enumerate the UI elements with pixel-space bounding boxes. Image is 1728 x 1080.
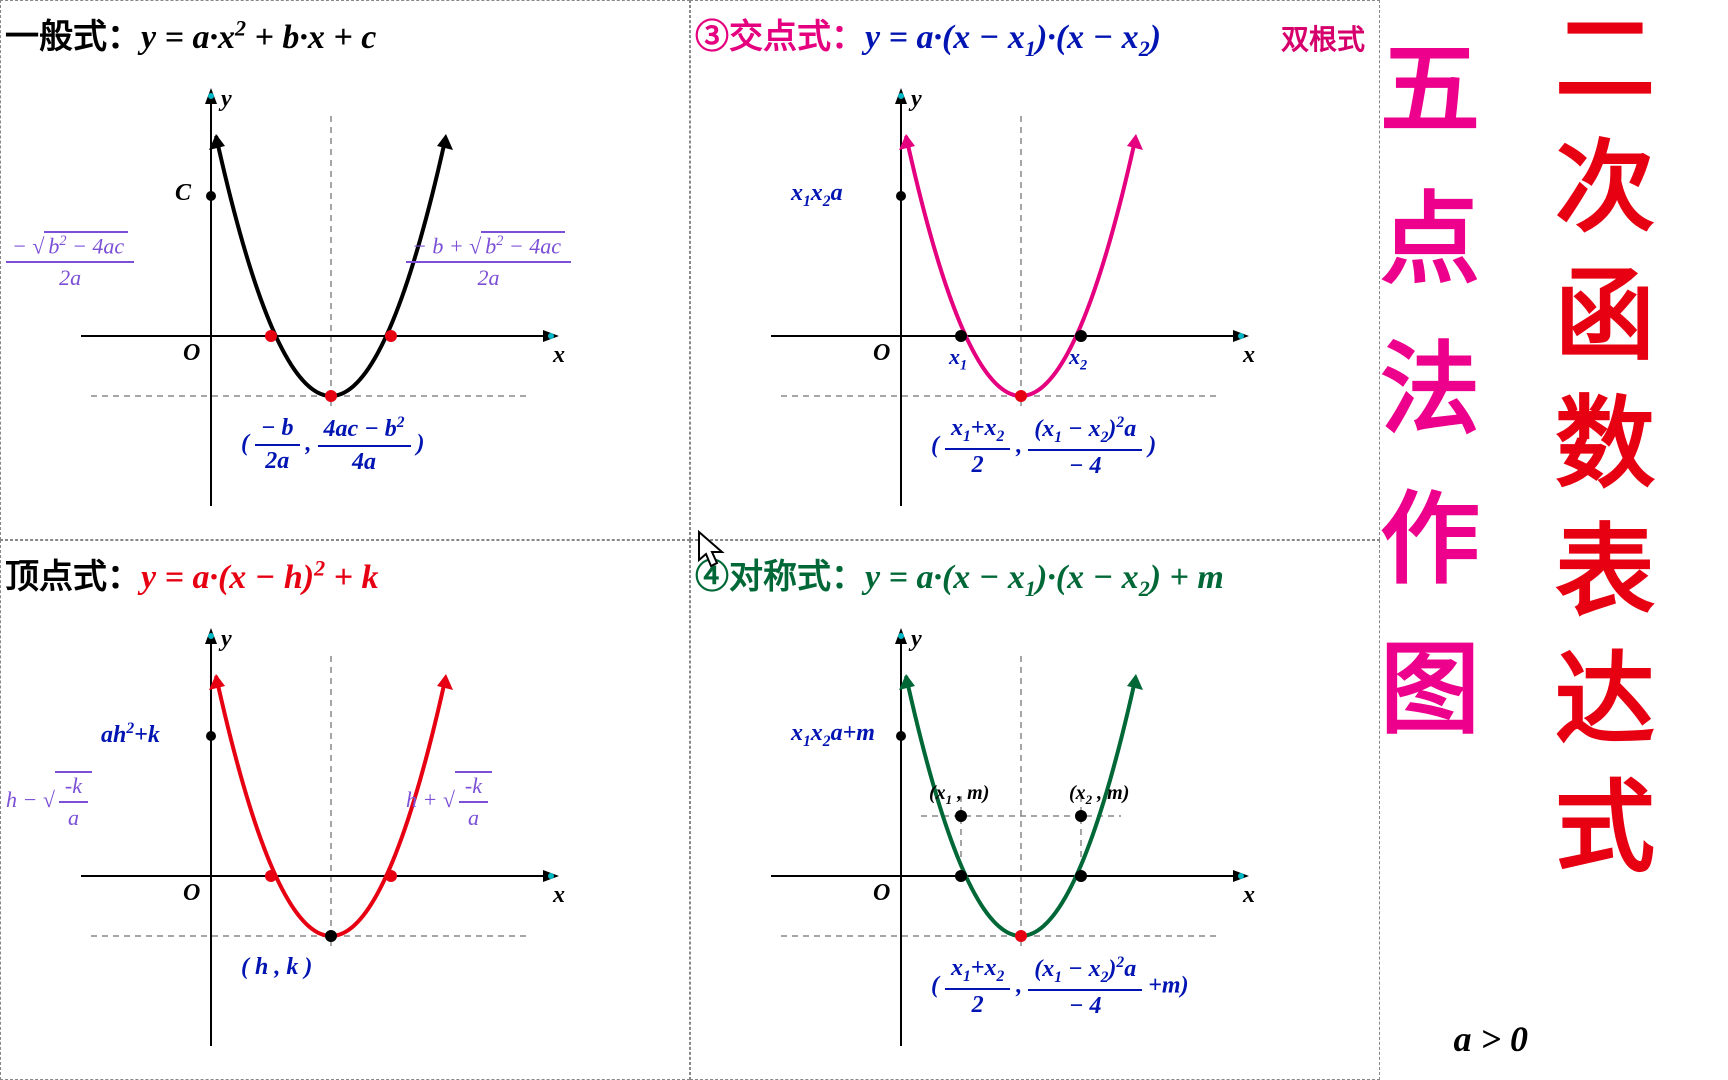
mid-right: (x2 , m) [1069,782,1129,808]
left-root-formula: − √b2 − 4ac2a [6,231,134,291]
vertex-formula: ( − b2a , 4ac − b24a ) [241,414,425,476]
panel-heading: 一般式：y = a·x2 + b·x + c [1,9,689,58]
mid-left: (x1 , m) [929,782,989,808]
plot: O y xC− √b2 − 4ac2a − b + √b2 − 4ac2a( −… [61,56,601,526]
sidebar-col-left: 五点法作图 [1380,40,1480,740]
sidebar-col-right: 二次函数表达式 [1555,10,1655,878]
plot: O y xah2+kh − √-ka h + √-ka( h , k ) [61,596,601,1066]
sidebar: 五点法作图 二次函数表达式 a > 0 [1380,0,1728,1080]
panel-general: 一般式：y = a·x2 + b·x + c O y x C − √b2 − 4ac… [0,0,690,540]
side-char: 图 [1380,640,1480,740]
plot: O y x x1x2a x1 x2 ( x1+x22 , (x1 − x2)2a− 4… [751,56,1291,526]
y-intercept-label: x1x2a [791,180,843,211]
origin-label: O [873,880,890,907]
side-char: 点 [1380,190,1480,290]
y-axis-label: y [911,626,922,653]
vertex-formula: ( x1+x22 , (x1 − x2)2a− 4 ) [931,414,1156,480]
side-char: 函 [1555,266,1655,366]
y-intercept-label: x1x2a+m [791,720,875,751]
origin-label: O [183,880,200,907]
right-root-formula: h + √-ka [406,771,492,831]
left-root-formula: h − √-ka [6,771,92,831]
y-intercept-label: ah2+k [101,720,160,749]
origin-label: O [183,340,200,367]
y-axis-label: y [221,626,232,653]
x-axis-label: x [1243,882,1255,909]
x1-label: x1 [949,344,967,374]
side-char: 作 [1380,490,1480,590]
vertex-formula: ( h , k ) [241,954,312,981]
y-intercept-label: C [175,180,191,207]
y-axis-label: y [221,86,232,113]
side-char: 法 [1380,340,1480,440]
x-axis-label: x [553,342,565,369]
side-char: 五 [1380,40,1480,140]
panel-heading: ④对称式：y = a·(x − x1)·(x − x2) + m [691,549,1379,602]
side-char: 式 [1555,778,1655,878]
origin-label: O [873,340,890,367]
plot: O y x x1x2a+m (x1 , m) (x2 , m) ( x1+x22 , … [751,596,1291,1066]
a-note: a > 0 [1453,1018,1528,1060]
panel-heading: ③交点式：y = a·(x − x1)·(x − x2) [691,9,1379,62]
vertex-formula: ( x1+x22 , (x1 − x2)2a− 4 +m) [931,954,1189,1020]
side-char: 次 [1555,138,1655,238]
x-axis-label: x [553,882,565,909]
side-char: 达 [1555,650,1655,750]
panel-intercept: 双根式③交点式：y = a·(x − x1)·(x − x2) O y xx1x… [690,0,1380,540]
side-char: 表 [1555,522,1655,622]
x2-label: x2 [1069,344,1087,374]
panel-vertex: 顶点式：y = a·(x − h)2 + k O y x ah2+k h − √-k… [0,540,690,1080]
side-char: 二 [1555,10,1655,110]
side-char: 数 [1555,394,1655,494]
panel-symmetric: ④对称式：y = a·(x − x1)·(x − x2) + m O y x x1… [690,540,1380,1080]
quad-grid: 一般式：y = a·x2 + b·x + c O y x C − √b2 − 4ac… [0,0,1380,1080]
panel-heading: 顶点式：y = a·(x − h)2 + k [1,549,689,598]
y-axis-label: y [911,86,922,113]
right-root-formula: − b + √b2 − 4ac2a [406,231,571,291]
x-axis-label: x [1243,342,1255,369]
